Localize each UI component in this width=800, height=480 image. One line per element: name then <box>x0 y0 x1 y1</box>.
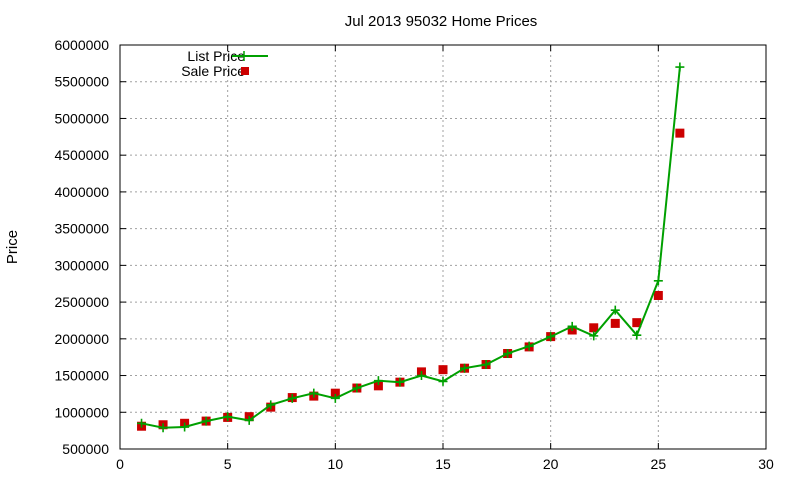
list-price-point <box>546 332 556 342</box>
sale-price-point <box>438 365 448 375</box>
x-tick-label: 0 <box>116 456 124 472</box>
plot-frame <box>119 44 767 450</box>
list-price-point <box>632 330 642 340</box>
y-tick-label: 500000 <box>62 441 109 457</box>
list-price-point <box>395 377 405 387</box>
x-tick-label: 5 <box>224 456 232 472</box>
legend-label-sale-price: Sale Price <box>181 63 245 79</box>
axis-tick-labels: 0 5 10 15 20 25 30 500000 1000000 1500000 2000000 2… <box>54 37 774 472</box>
list-price-point <box>352 383 362 393</box>
legend-swatch-sale-price-marker <box>241 67 249 75</box>
sale-price-point <box>373 381 383 391</box>
list-price-point <box>201 416 211 426</box>
list-price-point <box>373 376 383 386</box>
list-price-point <box>503 349 513 359</box>
sale-price-point <box>610 318 620 328</box>
series-marks <box>137 62 685 433</box>
x-tick-label: 30 <box>758 456 774 472</box>
list-price-point <box>266 400 276 410</box>
list-price-point <box>158 423 168 433</box>
sale-price-point <box>330 388 340 398</box>
x-tick-label: 15 <box>435 456 451 472</box>
list-price-point <box>567 321 577 331</box>
list-price-point <box>524 341 534 351</box>
y-tick-label: 3000000 <box>54 257 109 273</box>
sale-price-point <box>675 128 685 138</box>
list-price-point <box>330 393 340 403</box>
list-price-point <box>137 418 147 428</box>
list-price-point <box>460 363 470 373</box>
legend-swatch-list-price-marker <box>239 51 249 61</box>
grid-lines <box>120 45 766 449</box>
x-tick-label: 10 <box>328 456 344 472</box>
list-price-point <box>416 371 426 381</box>
chart-title: Jul 2013 95032 Home Prices <box>345 13 538 30</box>
list-price-point <box>610 305 620 315</box>
list-price-point <box>589 331 599 341</box>
sale-price-point <box>589 323 599 333</box>
list-price-point <box>287 393 297 403</box>
axis-ticks <box>119 44 767 450</box>
legend-label-list-price: List Price <box>187 48 245 64</box>
y-tick-label: 1500000 <box>54 368 109 384</box>
y-tick-label: 2500000 <box>54 294 109 310</box>
list-price-point <box>675 62 685 72</box>
y-tick-label: 6000000 <box>54 37 109 53</box>
list-price-point <box>180 422 190 432</box>
x-tick-label: 25 <box>651 456 667 472</box>
list-price-point <box>481 360 491 370</box>
y-tick-label: 3500000 <box>54 221 109 237</box>
y-axis-label: Price <box>4 230 21 264</box>
y-tick-label: 4000000 <box>54 184 109 200</box>
sale-price-point <box>653 290 663 300</box>
x-tick-label: 20 <box>543 456 559 472</box>
y-tick-label: 1000000 <box>54 404 109 420</box>
y-tick-label: 5500000 <box>54 74 109 90</box>
sale-price-point <box>632 318 642 328</box>
list-price-point <box>309 388 319 398</box>
y-tick-label: 2000000 <box>54 331 109 347</box>
legend: List Price Sale Price <box>181 48 268 79</box>
y-tick-label: 4500000 <box>54 147 109 163</box>
list-price-point <box>223 412 233 422</box>
list-price-point <box>438 376 448 386</box>
y-tick-label: 5000000 <box>54 110 109 126</box>
list-price-point <box>244 415 254 425</box>
list-price-point <box>653 276 663 286</box>
